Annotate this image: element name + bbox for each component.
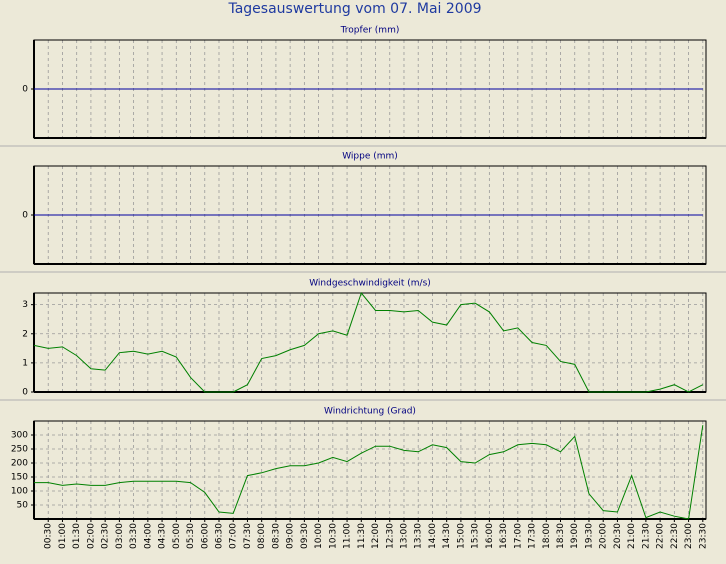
- x-tick-label: 06:00: [200, 523, 210, 549]
- x-tick-label: 23:30: [698, 523, 708, 549]
- x-tick-label: 23:00: [684, 523, 694, 549]
- x-tick-label: 04:30: [158, 523, 168, 549]
- x-tick-label: 21:00: [627, 523, 637, 549]
- x-tick-label: 04:00: [143, 523, 153, 549]
- x-tick-label: 05:30: [186, 523, 196, 549]
- x-tick-label: 03:30: [129, 523, 139, 549]
- y-tick-label: 3: [22, 300, 28, 310]
- x-tick-label: 14:30: [442, 523, 452, 549]
- x-tick-label: 15:00: [456, 523, 466, 549]
- x-tick-label: 22:00: [656, 523, 666, 549]
- x-tick-label: 18:00: [542, 523, 552, 549]
- panel-title: Windgeschwindigkeit (m/s): [309, 279, 431, 289]
- x-tick-label: 05:00: [172, 523, 182, 549]
- y-tick-label: 1: [22, 358, 28, 368]
- x-tick-label: 15:30: [471, 523, 481, 549]
- y-tick-label: 0: [22, 85, 28, 95]
- x-tick-label: 08:00: [257, 523, 267, 549]
- x-tick-label: 09:30: [300, 523, 310, 549]
- x-tick-label: 11:00: [343, 523, 353, 549]
- data-line: [34, 425, 704, 520]
- y-tick-label: 300: [11, 431, 28, 441]
- x-tick-label: 13:30: [414, 523, 424, 549]
- x-tick-label: 07:00: [229, 523, 239, 549]
- y-tick-label: 250: [11, 445, 28, 455]
- y-tick-label: 0: [22, 388, 28, 398]
- x-tick-label: 19:30: [584, 523, 594, 549]
- panel-title: Wippe (mm): [342, 152, 398, 162]
- x-tick-label: 07:30: [243, 523, 253, 549]
- y-tick-label: 100: [11, 487, 28, 497]
- x-tick-label: 09:00: [286, 523, 296, 549]
- x-tick-label: 17:00: [513, 523, 523, 549]
- data-line: [33, 291, 704, 393]
- x-tick-label: 10:00: [314, 523, 324, 549]
- x-tick-label: 02:00: [86, 523, 96, 549]
- x-tick-label: 20:30: [613, 523, 623, 549]
- x-tick-label: 18:30: [556, 523, 566, 549]
- x-tick-label: 01:00: [58, 523, 68, 549]
- x-tick-label: 10:30: [328, 523, 338, 549]
- x-tick-label: 00:30: [44, 523, 54, 549]
- x-tick-label: 12:30: [385, 523, 395, 549]
- y-tick-label: 200: [11, 459, 28, 469]
- x-tick-label: 08:30: [271, 523, 281, 549]
- y-tick-label: 50: [17, 501, 29, 511]
- panel-title: Tropfer (mm): [340, 26, 400, 36]
- x-tick-label: 14:00: [428, 523, 438, 549]
- x-tick-label: 11:30: [357, 523, 367, 549]
- x-tick-label: 19:00: [570, 523, 580, 549]
- x-tick-label: 22:30: [670, 523, 680, 549]
- y-tick-label: 150: [11, 473, 28, 483]
- page-title: Tagesauswertung vom 07. Mai 2009: [227, 1, 481, 17]
- x-tick-label: 01:30: [72, 523, 82, 549]
- x-tick-label: 12:00: [371, 523, 381, 549]
- x-tick-label: 21:30: [641, 523, 651, 549]
- x-tick-label: 16:00: [485, 523, 495, 549]
- x-tick-label: 16:30: [499, 523, 509, 549]
- x-tick-label: 02:30: [101, 523, 111, 549]
- x-tick-label: 17:30: [528, 523, 538, 549]
- x-tick-label: 03:00: [115, 523, 125, 549]
- panel-title: Windrichtung (Grad): [324, 407, 416, 417]
- y-tick-label: 0: [22, 211, 28, 221]
- y-tick-label: 2: [22, 329, 28, 339]
- x-tick-label: 20:00: [599, 523, 609, 549]
- x-tick-label: 06:30: [214, 523, 224, 549]
- x-tick-label: 13:00: [399, 523, 409, 549]
